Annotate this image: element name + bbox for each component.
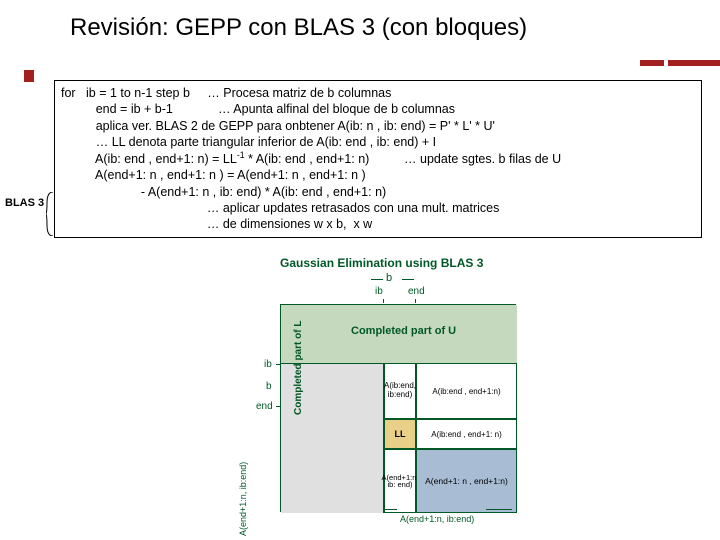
region-ll: LL bbox=[384, 419, 416, 449]
tick-mark bbox=[383, 299, 384, 303]
pseudocode-box: for ib = 1 to n-1 step b … Procesa matri… bbox=[54, 80, 702, 238]
matrix-outline: Completed part of U Completed part of L … bbox=[280, 304, 516, 512]
l-label: Completed part of L bbox=[293, 321, 304, 415]
code-line: A(ib: end , end+1: n) = LL-1 * A(ib: end… bbox=[61, 150, 695, 167]
code-line: end = ib + b-1 … Apunta alfinal del bloq… bbox=[61, 101, 695, 117]
code-line: … de dimensiones w x b, x w bbox=[61, 216, 695, 232]
accent-bar bbox=[24, 70, 34, 82]
dim-arrow bbox=[371, 279, 383, 280]
matrix-diagram: Gaussian Elimination using BLAS 3 b ib e… bbox=[228, 256, 533, 526]
blas3-label: BLAS 3 bbox=[5, 197, 44, 209]
label-b-left: b bbox=[266, 381, 272, 392]
accent-seg bbox=[668, 60, 720, 66]
region-a-br: A(end+1: n , end+1:n) bbox=[416, 449, 517, 513]
bracket-icon bbox=[46, 192, 54, 236]
code-line: aplica ver. BLAS 2 de GEPP para onbtener… bbox=[61, 118, 695, 134]
region-a-tr: A(ib:end , end+1:n) bbox=[416, 363, 517, 419]
dim-arrow bbox=[402, 279, 414, 280]
tick-mark bbox=[415, 299, 416, 303]
dim-arrow bbox=[383, 509, 397, 510]
region-a-mr: A(ib:end , end+1: n) bbox=[416, 419, 517, 449]
bottom-label: A(end+1:n, ib:end) bbox=[400, 514, 474, 524]
label-ib-left: ib bbox=[264, 359, 272, 370]
diagram-title: Gaussian Elimination using BLAS 3 bbox=[280, 256, 483, 270]
region-a-bl: A(end+1:n, ib: end) bbox=[384, 449, 416, 513]
dim-b-label: b bbox=[386, 272, 392, 284]
dim-arrow bbox=[486, 509, 512, 510]
code-line: for ib = 1 to n-1 step b … Procesa matri… bbox=[61, 85, 695, 101]
code-line: … aplicar updates retrasados con una mul… bbox=[61, 200, 695, 216]
u-label: Completed part of U bbox=[351, 325, 456, 337]
page-title: Revisión: GEPP con BLAS 3 (con bloques) bbox=[70, 14, 527, 42]
label-end-left: end bbox=[256, 401, 273, 412]
code-line: … LL denota parte triangular inferior de… bbox=[61, 134, 695, 150]
region-a-tl: A(ib:end, ib:end) bbox=[384, 363, 416, 419]
code-line: A(end+1: n , end+1: n ) = A(end+1: n , e… bbox=[61, 167, 695, 183]
accent-seg bbox=[640, 60, 664, 66]
bottom-rotated-label: A(end+1:n, ib:end) bbox=[238, 462, 248, 536]
label-ib-top: ib bbox=[375, 286, 383, 297]
left-accent bbox=[0, 0, 48, 540]
top-accent bbox=[0, 60, 720, 66]
label-end-top: end bbox=[408, 286, 425, 297]
code-line: - A(end+1: n , ib: end) * A(ib: end , en… bbox=[61, 184, 695, 200]
